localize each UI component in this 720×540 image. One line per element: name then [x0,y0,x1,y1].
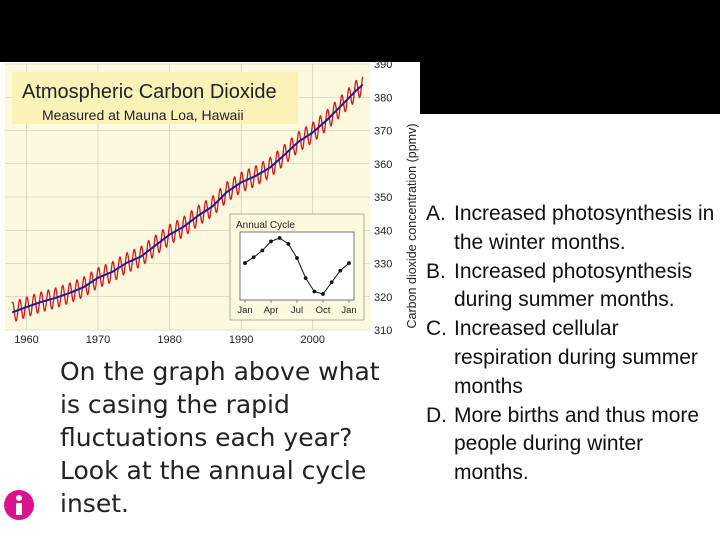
answer-choice: B. Increased photosynthesis during summer… [422,258,717,316]
y-tick-label: 350 [374,192,392,204]
y-tick-label: 330 [374,259,392,271]
answer-choice: C. Increased cellular respiration during … [422,315,717,401]
inset-x-axis: Jan Apr Jul Oct Jan [237,300,357,316]
inset-tick-label: Jan [237,305,252,316]
y-tick-label: 320 [374,292,392,304]
info-icon [4,490,34,520]
answer-letter: C. [426,317,447,341]
x-tick-label: 2000 [301,334,325,346]
x-tick-label: 1960 [14,334,38,346]
inset-plot-area [239,231,355,301]
co2-chart: 310 320 330 340 350 360 370 380 390 1960 1970 1980… [5,59,419,346]
annual-cycle-point [303,276,308,281]
info-icon-stem [16,503,22,515]
inset-series [243,236,351,296]
title-box [12,72,298,124]
answer-text: Increased cellular respiration during su… [454,317,698,398]
inset-tick-label: Jul [291,305,303,316]
x-tick-label: 1980 [157,334,181,346]
annual-cycle-point [243,261,247,265]
title-bar [0,0,720,62]
annual-cycle-point [321,292,325,296]
y-tick-label: 310 [374,325,392,337]
annual-cycle-point [251,255,256,260]
trend-co2-line [11,83,364,314]
x-tick-label: 1990 [229,334,253,346]
annual-cycle-inset: Annual Cycle Jan Apr Jul Oct Jan [229,213,365,321]
y-axis-label: Carbon dioxide concentration (ppmv) [405,124,419,329]
answer-text: Increased photosynthesis during summer m… [454,259,693,312]
y-tick-label: 380 [374,92,392,104]
annual-cycle-point [260,248,265,253]
trend-series [11,83,364,314]
y-tick-label: 370 [374,126,392,138]
inset-tick-label: Jan [341,305,356,316]
x-axis: 1960 1970 1980 1990 2000 [14,334,325,346]
annual-cycle-point [286,241,291,246]
answer-text: Increased photosynthesis in the winter m… [454,202,715,254]
chart-title: Atmospheric Carbon Dioxide [22,81,277,103]
annual-cycle-point [329,280,334,285]
answer-letter: D. [426,403,447,427]
chart-subtitle: Measured at Mauna Loa, Hawaii [42,107,244,123]
inset-tick-label: Oct [316,305,331,316]
answer-choice: A. Increased photosynthesis in the winter… [422,200,717,258]
y-tick-label: 360 [374,159,392,171]
annual-cycle-point [338,268,343,273]
answer-letter: A. [426,202,446,225]
question-text: On the graph above what is casing the ra… [60,357,380,518]
y-tick-label: 340 [374,225,392,237]
answer-choice: D. More births and thus more people durin… [422,402,717,488]
x-tick-label: 1970 [86,334,110,346]
annual-cycle-point [295,256,299,260]
answer-text: More births and thus more people during … [454,403,700,485]
inset-title: Annual Cycle [236,220,295,231]
answer-letter: B. [426,259,446,283]
y-tick-label: 390 [374,59,392,71]
info-icon-dot [16,495,22,501]
title-bar-extension [420,62,720,114]
y-axis: 310 320 330 340 350 360 370 380 390 [374,59,392,337]
annual-cycle-point [347,261,351,265]
question-bullet: On the graph above what is casing the ra… [30,355,395,520]
annual-cycle-point [312,289,317,294]
inset-tick-label: Apr [264,305,279,316]
answer-choices: A. Increased photosynthesis in the winter… [422,200,717,488]
annual-cycle-point [277,236,282,240]
annual-cycle-point [269,239,273,244]
